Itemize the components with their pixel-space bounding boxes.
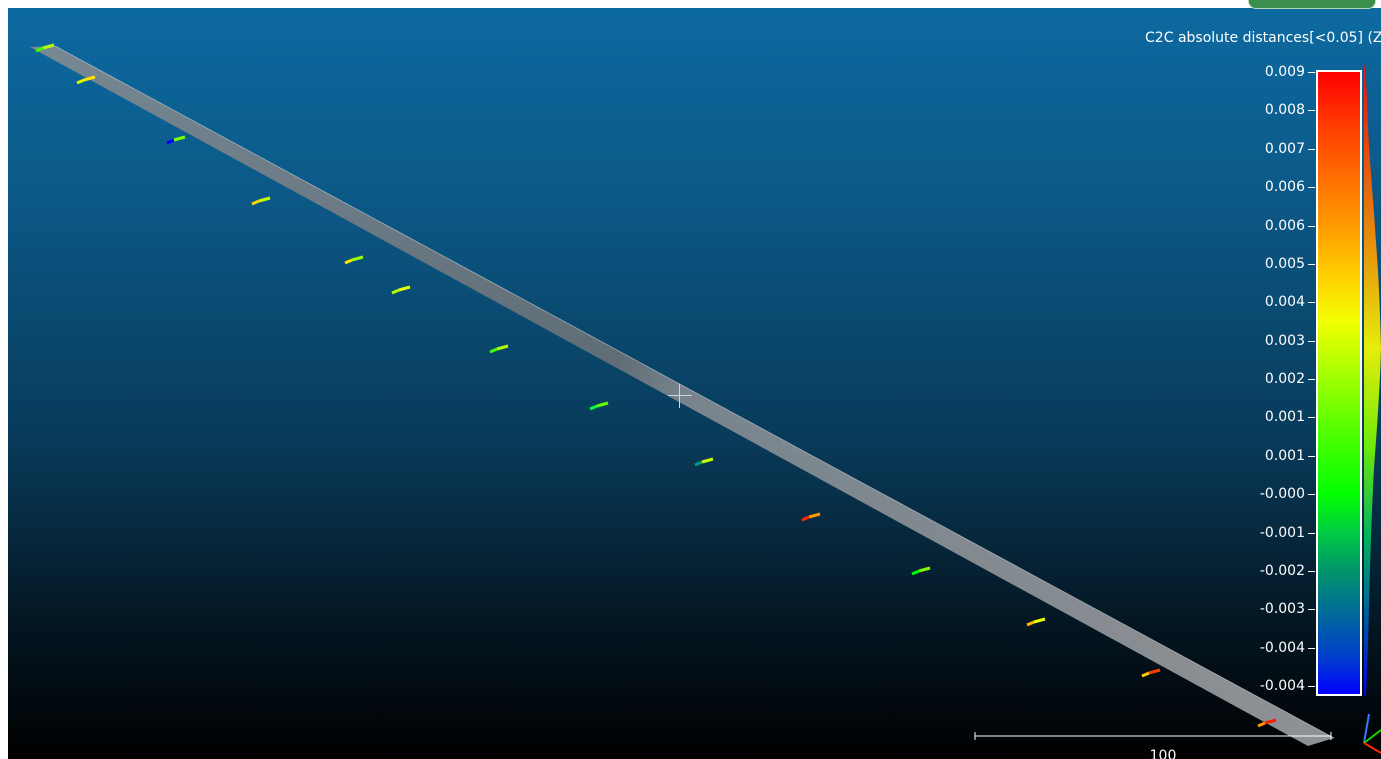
scalar-bar-tick-label: 0.005 bbox=[1264, 255, 1305, 272]
scalar-bar-tick-mark bbox=[1308, 570, 1315, 572]
cross-section-marker bbox=[35, 43, 55, 53]
cross-section-marker bbox=[391, 285, 411, 295]
point-cloud-strip bbox=[30, 46, 1334, 746]
scalar-bar-tick-mark bbox=[1308, 148, 1315, 150]
cross-section-marker bbox=[1026, 617, 1046, 627]
scalar-bar-tick-mark bbox=[1308, 647, 1315, 649]
scalar-bar-tick-label: 0.001 bbox=[1264, 447, 1305, 464]
cross-section-marker bbox=[251, 196, 271, 206]
scalar-bar-tick-mark bbox=[1308, 532, 1315, 534]
cross-section-marker bbox=[1257, 718, 1277, 728]
scalar-bar-tick-mark bbox=[1308, 72, 1315, 73]
cross-section-marker bbox=[1141, 668, 1161, 678]
scalar-bar-tick-mark bbox=[1308, 609, 1315, 611]
scalar-bar-tick-mark bbox=[1308, 417, 1315, 419]
scalar-bar-tick-mark bbox=[1308, 494, 1315, 496]
scalar-bar-tick-mark bbox=[1308, 110, 1315, 112]
scalar-bar-tick-label: -0.000 bbox=[1259, 486, 1305, 503]
scalar-bar-gradient bbox=[1316, 70, 1362, 696]
cross-section-marker bbox=[166, 135, 186, 145]
scalar-bar-tick-label: -0.003 bbox=[1259, 601, 1305, 618]
3d-viewport[interactable]: C2C absolute distances[<0.05] (Z) 0.009 0… bbox=[8, 8, 1381, 759]
cross-section-marker bbox=[589, 401, 609, 411]
scalar-bar-tick-label: 0.002 bbox=[1264, 371, 1305, 387]
scalar-bar-tick-mark bbox=[1308, 455, 1315, 457]
cross-section-marker bbox=[344, 255, 364, 265]
cross-section-marker bbox=[489, 344, 509, 354]
overlay-badge[interactable] bbox=[1248, 0, 1376, 9]
scalar-bar-tick-mark bbox=[1308, 187, 1315, 189]
cross-section-marker bbox=[911, 566, 931, 576]
point-cloud-scene bbox=[30, 43, 1381, 754]
scalar-bar-tick-label: 0.009 bbox=[1264, 64, 1305, 80]
scalar-bar-tick-label: 0.001 bbox=[1264, 409, 1305, 426]
scalar-bar-tick-label: 0.006 bbox=[1264, 217, 1305, 234]
axes-triad-icon bbox=[1363, 713, 1381, 754]
colorbar-histogram bbox=[1364, 64, 1381, 696]
cross-section-marker bbox=[76, 75, 96, 85]
cross-section-marker bbox=[694, 457, 714, 467]
scalar-bar-tick-label: -0.001 bbox=[1259, 524, 1305, 541]
scalar-bar-tick-label: 0.006 bbox=[1264, 179, 1305, 196]
scalar-bar-tick-mark bbox=[1308, 379, 1315, 380]
cross-section-marker bbox=[801, 512, 821, 522]
scalar-bar-tick-label: 0.004 bbox=[1264, 294, 1305, 311]
scalar-bar-tick-mark bbox=[1308, 686, 1315, 687]
scalar-bar-tick-mark bbox=[1308, 302, 1315, 304]
scalar-bar-tick-mark bbox=[1308, 340, 1315, 342]
scalar-bar-tick-label: 0.003 bbox=[1264, 332, 1305, 349]
scalar-bar-tick-label: 0.007 bbox=[1264, 140, 1305, 157]
scalar-bar-tick-label: -0.004 bbox=[1259, 678, 1305, 694]
scalar-bar-tick-label: 0.008 bbox=[1264, 102, 1305, 119]
scale-bar bbox=[974, 732, 1332, 740]
scalar-bar-tick-mark bbox=[1308, 263, 1315, 265]
scalar-bar-title: C2C absolute distances[<0.05] (Z) bbox=[1145, 30, 1381, 46]
scalar-bar-tick-label: -0.004 bbox=[1259, 639, 1305, 656]
scalar-bar-tick-mark bbox=[1308, 225, 1315, 227]
scale-bar-label: 100 bbox=[1149, 748, 1177, 759]
scalar-bar-tick-label: -0.002 bbox=[1259, 562, 1305, 579]
point-cloud-strip-edge bbox=[54, 45, 1335, 739]
crosshair-icon bbox=[668, 384, 692, 408]
